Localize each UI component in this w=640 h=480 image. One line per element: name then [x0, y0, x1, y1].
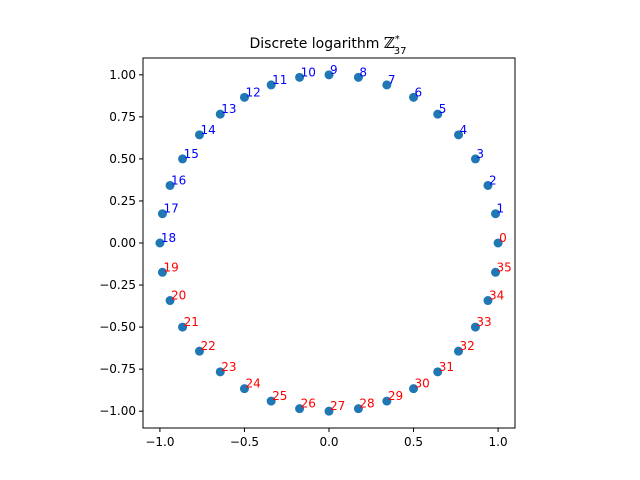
point-label-0: 0	[499, 231, 507, 245]
point-label-2: 2	[489, 173, 497, 187]
data-point-8	[353, 72, 363, 82]
point-label-22: 22	[200, 339, 215, 353]
data-point-29	[382, 396, 392, 406]
data-point-23	[215, 367, 225, 377]
point-label-18: 18	[161, 231, 176, 245]
plot-frame	[142, 57, 516, 429]
axis-ticks: −1.0 −0.5 0.0 0.5 1.0 1.00 0.75 0.50 0.25 0.00 −0.…	[99, 68, 507, 449]
point-label-8: 8	[359, 65, 367, 79]
x-tick-label: −1.0	[145, 435, 174, 449]
data-point-20	[165, 296, 175, 306]
data-point-34	[483, 296, 493, 306]
point-label-35: 35	[497, 260, 512, 274]
x-tick-label: 0.5	[404, 435, 423, 449]
data-point-32	[454, 346, 464, 356]
data-point-11	[266, 80, 276, 90]
data-point-27	[324, 406, 334, 416]
data-point-labels: 0123456789101112131415161718192021222324…	[161, 63, 512, 413]
point-label-13: 13	[221, 102, 236, 116]
data-point-21	[178, 322, 188, 332]
data-point-5	[433, 109, 443, 119]
point-label-5: 5	[439, 102, 447, 116]
data-point-14	[194, 130, 204, 140]
point-label-21: 21	[184, 315, 199, 329]
data-point-19	[157, 267, 167, 277]
x-tick-label: 0.0	[319, 435, 338, 449]
point-label-14: 14	[200, 123, 215, 137]
point-label-32: 32	[460, 339, 475, 353]
data-point-9	[324, 70, 334, 80]
chart-title: Discrete logarithm ℤ* 37	[250, 34, 407, 57]
data-point-30	[409, 384, 419, 394]
point-label-26: 26	[301, 397, 316, 411]
data-point-16	[165, 180, 175, 190]
data-point-7	[382, 80, 392, 90]
data-point-26	[295, 404, 305, 414]
data-point-18	[155, 238, 165, 248]
y-tick-label: −1.00	[99, 404, 136, 418]
chart-title-superscript: *	[395, 34, 400, 45]
point-label-9: 9	[330, 63, 338, 77]
chart-title-subscript: 37	[394, 46, 407, 57]
data-point-6	[409, 92, 419, 102]
data-point-25	[266, 396, 276, 406]
point-label-3: 3	[476, 147, 484, 161]
y-tick-label: 1.00	[109, 68, 136, 82]
point-label-1: 1	[497, 202, 505, 216]
data-points	[155, 70, 503, 416]
point-label-20: 20	[171, 289, 186, 303]
chart-title-symbol: ℤ	[384, 34, 395, 52]
point-label-29: 29	[388, 389, 403, 403]
point-label-27: 27	[330, 399, 345, 413]
y-tick-label: 0.50	[109, 152, 136, 166]
data-point-0	[493, 238, 503, 248]
point-label-31: 31	[439, 360, 454, 374]
y-tick-label: 0.25	[109, 194, 136, 208]
data-point-22	[194, 346, 204, 356]
point-label-19: 19	[163, 260, 178, 274]
x-tick-label: 1.0	[489, 435, 508, 449]
data-point-3	[470, 154, 480, 164]
data-point-28	[353, 404, 363, 414]
y-tick-label: −0.75	[99, 362, 136, 376]
y-tick-label: −0.25	[99, 278, 136, 292]
data-point-10	[295, 72, 305, 82]
chart-title-prefix: Discrete logarithm	[250, 36, 384, 52]
data-point-15	[178, 154, 188, 164]
point-label-33: 33	[476, 315, 491, 329]
point-label-16: 16	[171, 173, 186, 187]
x-tick-label: −0.5	[230, 435, 259, 449]
point-label-4: 4	[460, 123, 468, 137]
data-point-17	[157, 209, 167, 219]
data-point-12	[239, 92, 249, 102]
point-label-34: 34	[489, 289, 504, 303]
point-label-11: 11	[272, 73, 287, 87]
data-point-4	[454, 130, 464, 140]
point-label-28: 28	[359, 397, 374, 411]
point-label-6: 6	[415, 85, 423, 99]
data-point-33	[470, 322, 480, 332]
point-label-7: 7	[388, 73, 396, 87]
point-label-24: 24	[245, 377, 260, 391]
point-label-12: 12	[245, 85, 260, 99]
data-point-24	[239, 384, 249, 394]
y-tick-label: 0.75	[109, 110, 136, 124]
data-point-1	[491, 209, 501, 219]
data-point-13	[215, 109, 225, 119]
data-point-31	[433, 367, 443, 377]
y-tick-label: 0.00	[109, 236, 136, 250]
point-label-15: 15	[184, 147, 199, 161]
point-label-30: 30	[415, 377, 430, 391]
point-label-25: 25	[272, 389, 287, 403]
data-point-35	[491, 267, 501, 277]
y-tick-label: −0.50	[99, 320, 136, 334]
point-label-23: 23	[221, 360, 236, 374]
point-label-17: 17	[163, 202, 178, 216]
point-label-10: 10	[301, 65, 316, 79]
data-point-2	[483, 180, 493, 190]
